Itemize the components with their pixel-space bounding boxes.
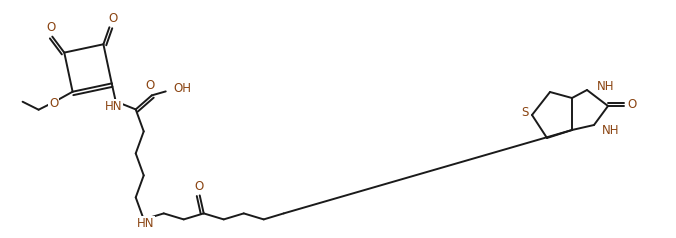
- Text: NH: NH: [597, 79, 614, 93]
- Text: O: O: [627, 99, 637, 111]
- Text: O: O: [49, 97, 58, 110]
- Text: NH: NH: [602, 124, 619, 138]
- Text: O: O: [109, 12, 118, 25]
- Text: HN: HN: [105, 100, 122, 113]
- Text: O: O: [47, 21, 56, 34]
- Text: HN: HN: [137, 217, 155, 230]
- Text: O: O: [145, 79, 154, 92]
- Text: S: S: [521, 105, 529, 119]
- Text: O: O: [194, 180, 203, 193]
- Text: OH: OH: [174, 82, 192, 95]
